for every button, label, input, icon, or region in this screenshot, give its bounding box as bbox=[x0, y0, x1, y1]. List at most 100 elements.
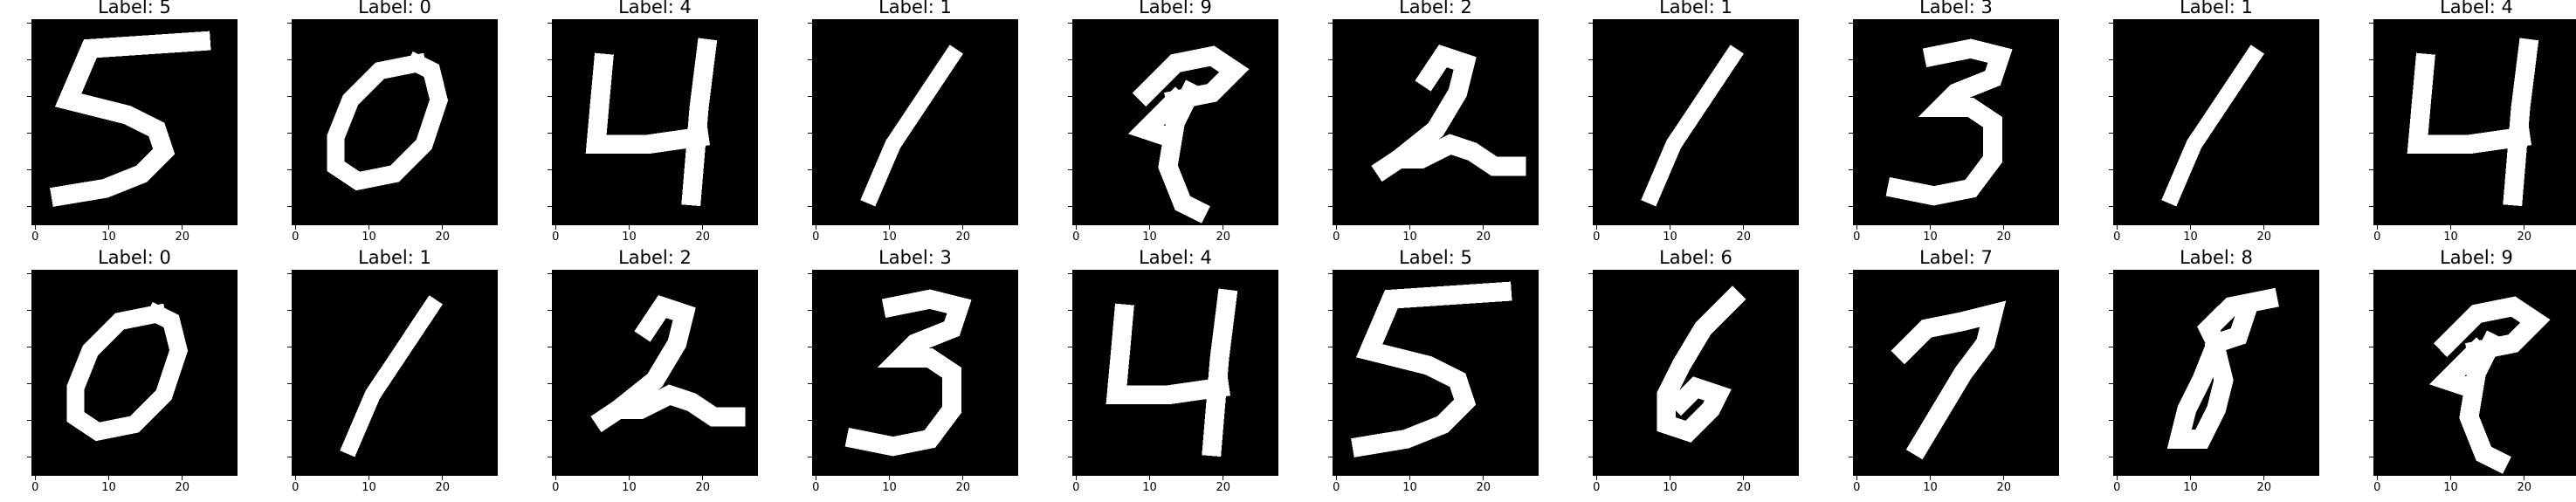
x-tick-label: 20 bbox=[1476, 230, 1491, 244]
x-tick-label: 0 bbox=[292, 481, 300, 494]
digit-image bbox=[2373, 19, 2576, 225]
x-tick-label: 20 bbox=[955, 481, 971, 494]
y-tick-mark bbox=[1849, 58, 1853, 60]
x-tick-mark bbox=[2116, 225, 2118, 230]
y-tick-mark bbox=[1068, 206, 1072, 208]
y-tick-mark bbox=[548, 96, 552, 97]
x-tick-label: 10 bbox=[1142, 230, 1157, 244]
x-tick-mark bbox=[702, 225, 704, 230]
x-tick-mark bbox=[368, 476, 369, 480]
x-tick-mark bbox=[1149, 225, 1150, 230]
y-tick-mark bbox=[1068, 272, 1072, 274]
x-tick-mark bbox=[1743, 225, 1745, 230]
x-tick-label: 20 bbox=[695, 481, 711, 494]
panel-title: Label: 1 bbox=[358, 247, 431, 268]
x-tick-label: 10 bbox=[622, 230, 637, 244]
y-tick-mark bbox=[2369, 420, 2373, 422]
x-tick-label: 10 bbox=[2443, 230, 2458, 244]
x-tick-mark bbox=[1595, 225, 1597, 230]
x-tick-label: 10 bbox=[882, 481, 897, 494]
x-tick-mark bbox=[108, 225, 109, 230]
digit-glyph bbox=[66, 302, 189, 442]
x-tick-mark bbox=[2450, 225, 2451, 230]
digit-image bbox=[1333, 19, 1539, 225]
y-tick-mark bbox=[2369, 383, 2373, 385]
y-tick-mark bbox=[1588, 58, 1593, 60]
x-tick-label: 20 bbox=[1996, 230, 2012, 244]
x-tick-mark bbox=[962, 476, 964, 480]
digit-stroke bbox=[327, 52, 449, 191]
y-tick-mark bbox=[1849, 206, 1853, 208]
x-tick-label: 20 bbox=[695, 230, 711, 244]
y-tick-mark bbox=[2369, 206, 2373, 208]
x-tick-mark bbox=[702, 476, 704, 480]
x-tick-mark bbox=[1409, 225, 1410, 230]
digit-stroke bbox=[50, 31, 211, 207]
x-tick-mark bbox=[294, 476, 296, 480]
y-tick-mark bbox=[287, 169, 292, 171]
x-tick-mark bbox=[1595, 476, 1597, 480]
x-tick-mark bbox=[442, 476, 444, 480]
digit-glyph bbox=[340, 295, 444, 457]
y-tick-mark bbox=[2109, 420, 2113, 422]
digit-stroke bbox=[1128, 45, 1250, 223]
x-tick-label: 0 bbox=[31, 230, 39, 244]
digit-stroke bbox=[1371, 45, 1526, 182]
x-tick-label: 0 bbox=[2373, 230, 2381, 244]
y-tick-mark bbox=[2109, 133, 2113, 134]
x-tick-mark bbox=[1930, 476, 1931, 480]
y-tick-mark bbox=[1328, 420, 1333, 422]
y-tick-mark bbox=[1588, 169, 1593, 171]
y-tick-mark bbox=[1068, 96, 1072, 97]
digit-stroke bbox=[1105, 288, 1238, 457]
x-tick-mark bbox=[889, 225, 890, 230]
y-tick-mark bbox=[1068, 133, 1072, 134]
y-tick-mark bbox=[1068, 383, 1072, 385]
y-tick-mark bbox=[1068, 22, 1072, 24]
y-tick-mark bbox=[1849, 96, 1853, 97]
panel-title: Label: 4 bbox=[2440, 0, 2513, 17]
x-tick-label: 10 bbox=[1663, 481, 1677, 494]
digit-stroke bbox=[2407, 38, 2539, 207]
digit-glyph bbox=[50, 31, 211, 207]
x-tick-mark bbox=[1930, 225, 1931, 230]
y-tick-mark bbox=[1588, 383, 1593, 385]
y-tick-mark bbox=[2369, 309, 2373, 311]
x-tick-mark bbox=[1075, 476, 1077, 480]
x-tick-mark bbox=[629, 225, 630, 230]
x-tick-label: 20 bbox=[2256, 481, 2272, 494]
digit-glyph bbox=[2166, 287, 2279, 449]
y-tick-mark bbox=[1328, 58, 1333, 60]
panel-title: Label: 0 bbox=[358, 0, 431, 17]
digit-image bbox=[2113, 270, 2319, 476]
x-tick-mark bbox=[889, 476, 890, 480]
x-tick-mark bbox=[1483, 225, 1484, 230]
y-tick-mark bbox=[808, 169, 812, 171]
y-tick-mark bbox=[2369, 96, 2373, 97]
panel-title: Label: 2 bbox=[1399, 0, 1472, 17]
digit-stroke bbox=[585, 38, 718, 207]
y-tick-mark bbox=[548, 272, 552, 274]
x-tick-label: 0 bbox=[1853, 481, 1861, 494]
x-tick-label: 10 bbox=[1402, 481, 1417, 494]
digit-image bbox=[1333, 270, 1539, 476]
y-tick-mark bbox=[287, 58, 292, 60]
x-tick-mark bbox=[962, 225, 964, 230]
x-tick-mark bbox=[34, 225, 36, 230]
x-tick-label: 10 bbox=[362, 481, 376, 494]
y-tick-mark bbox=[1849, 420, 1853, 422]
y-tick-mark bbox=[287, 309, 292, 311]
digit-image bbox=[31, 19, 238, 225]
x-tick-mark bbox=[1409, 476, 1410, 480]
x-tick-mark bbox=[2116, 476, 2118, 480]
x-tick-label: 0 bbox=[1072, 230, 1080, 244]
y-tick-mark bbox=[27, 58, 31, 60]
digit-image bbox=[292, 19, 498, 225]
digit-stroke bbox=[590, 295, 746, 433]
digit-glyph bbox=[1351, 281, 1512, 457]
y-tick-mark bbox=[548, 133, 552, 134]
x-tick-label: 20 bbox=[435, 230, 451, 244]
digit-glyph bbox=[327, 52, 449, 191]
x-tick-label: 10 bbox=[1663, 230, 1677, 244]
x-tick-label: 10 bbox=[882, 230, 897, 244]
